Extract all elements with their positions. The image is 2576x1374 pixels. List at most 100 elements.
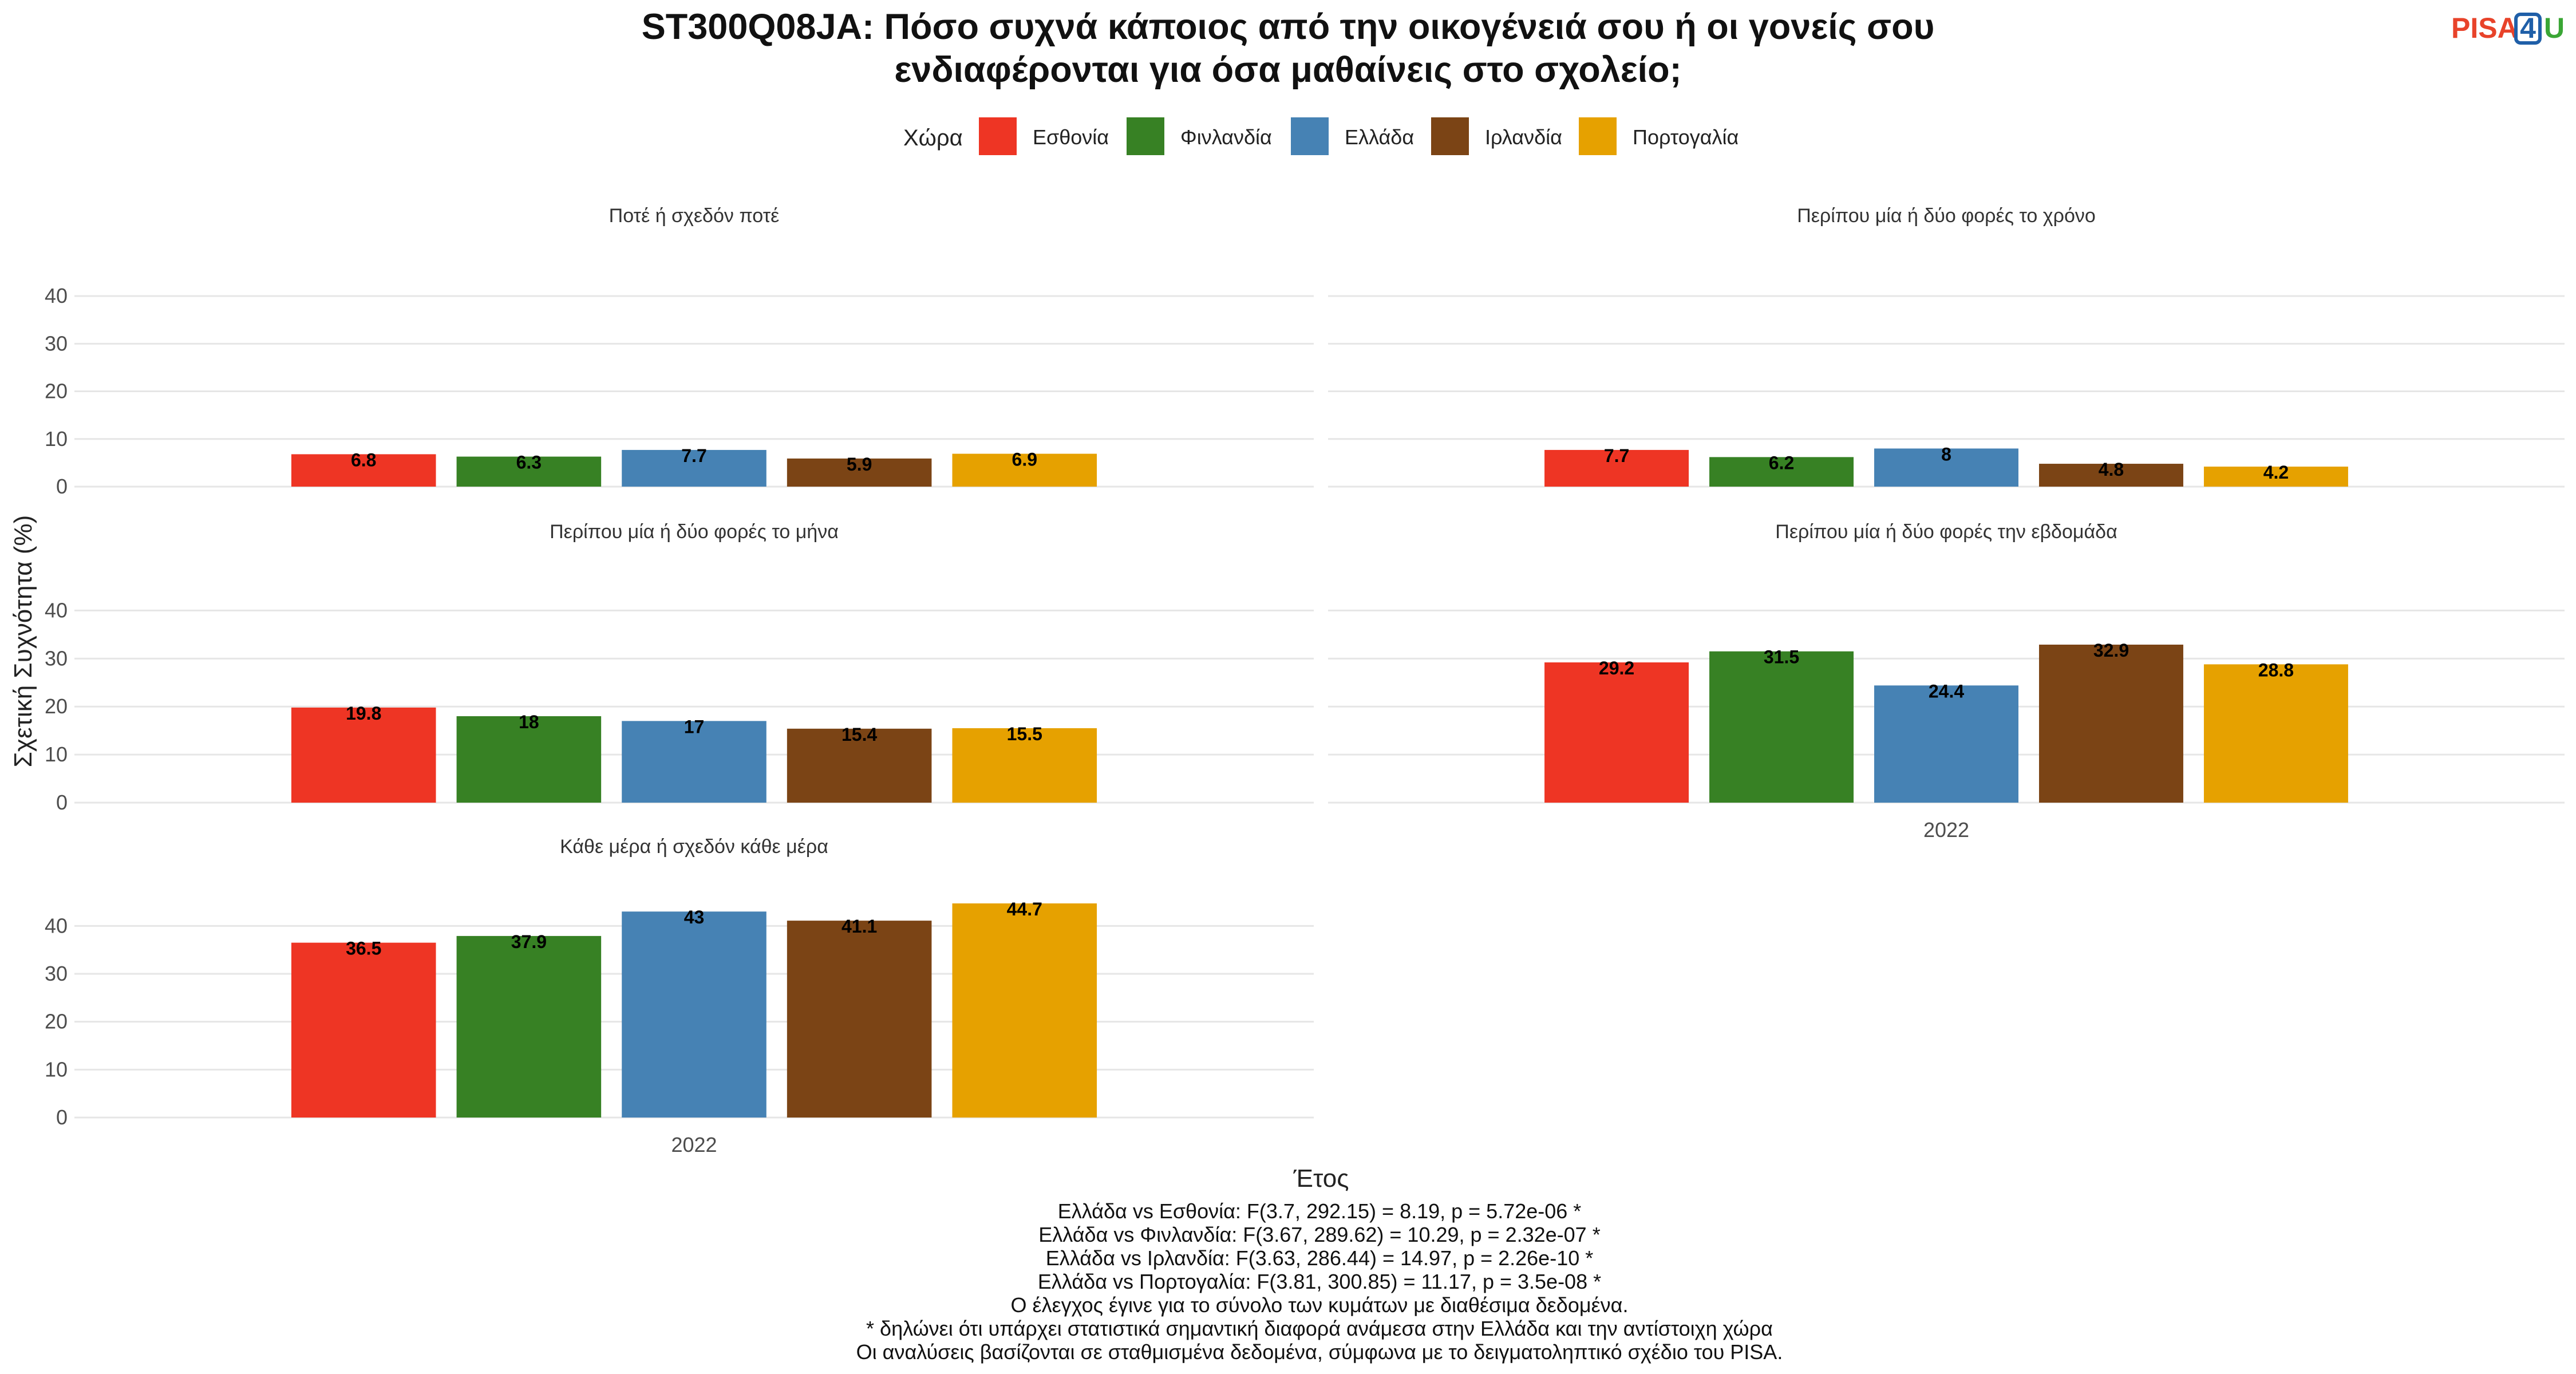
bar bbox=[1544, 449, 1689, 487]
bar bbox=[952, 453, 1097, 487]
panel-title: Περίπου μία ή δύο φορές το μήνα bbox=[550, 521, 839, 543]
legend-swatch bbox=[1579, 117, 1617, 155]
bar-value-label: 6.9 bbox=[1012, 449, 1037, 470]
y-tick-label: 40 bbox=[45, 598, 68, 622]
bar-value-label: 41.1 bbox=[841, 916, 877, 937]
y-tick-label: 20 bbox=[45, 1010, 68, 1033]
bar-value-label: 6.3 bbox=[516, 452, 542, 473]
panel-title: Περίπου μία ή δύο φορές την εβδομάδα bbox=[1775, 521, 2117, 543]
bar-value-label: 7.7 bbox=[681, 445, 706, 466]
bar bbox=[622, 449, 767, 487]
bar-value-label: 43 bbox=[684, 907, 705, 927]
panels: Ποτέ ή σχεδόν ποτέ 0 10 20 30 40 6.8 6.3 7.7 5.9 6… bbox=[45, 205, 2565, 1156]
panel-title: Περίπου μία ή δύο φορές το χρόνο bbox=[1797, 205, 2096, 227]
bar-value-label: 17 bbox=[684, 716, 705, 737]
y-tick-label: 40 bbox=[45, 914, 68, 937]
footnote-line: Ελλάδα vs Πορτογαλία: F(3.81, 300.85) = … bbox=[1038, 1270, 1601, 1293]
panel-title: Κάθε μέρα ή σχεδόν κάθε μέρα bbox=[560, 836, 828, 858]
footnote-line: * δηλώνει ότι υπάρχει στατιστικά σημαντι… bbox=[866, 1317, 1773, 1340]
bar-value-label: 36.5 bbox=[346, 938, 381, 959]
y-tick-label: 0 bbox=[56, 475, 68, 498]
bar-value-label: 4.8 bbox=[2099, 459, 2124, 480]
footnote-line: Οι αναλύσεις βασίζονται σε σταθμισμένα δ… bbox=[856, 1340, 1783, 1364]
bar bbox=[787, 458, 932, 487]
bar bbox=[456, 456, 602, 487]
logo-text-pisa: PISA bbox=[2451, 12, 2518, 44]
bar-value-label: 8 bbox=[1941, 444, 1951, 464]
bar-value-label: 31.5 bbox=[1764, 647, 1799, 668]
x-axis-label: Έτος bbox=[1293, 1164, 1349, 1193]
y-tick-label: 0 bbox=[56, 1105, 68, 1129]
bar bbox=[1544, 662, 1689, 803]
legend-swatch bbox=[1431, 117, 1469, 155]
footnote-line: Ελλάδα vs Ιρλανδία: F(3.63, 286.44) = 14… bbox=[1046, 1246, 1594, 1270]
legend-label: Φινλανδία bbox=[1180, 125, 1272, 149]
logo-box bbox=[2514, 13, 2542, 45]
y-tick-label: 10 bbox=[45, 743, 68, 766]
y-axis-label: Σχετική Συχνότητα (%) bbox=[9, 515, 37, 768]
y-tick-label: 40 bbox=[45, 284, 68, 307]
bar-value-label: 7.7 bbox=[1604, 445, 1629, 466]
bar-value-label: 24.4 bbox=[1929, 681, 1964, 701]
bar bbox=[2203, 467, 2348, 487]
y-tick-label: 30 bbox=[45, 962, 68, 985]
bar-value-label: 19.8 bbox=[346, 703, 381, 724]
bar-value-label: 28.8 bbox=[2258, 660, 2294, 680]
bar bbox=[1709, 651, 1854, 803]
bar bbox=[787, 728, 932, 803]
legend-label: Πορτογαλία bbox=[1633, 125, 1739, 149]
bar-value-label: 18 bbox=[519, 712, 539, 732]
legend-swatch bbox=[1291, 117, 1329, 155]
bar-value-label: 15.4 bbox=[841, 724, 877, 745]
legend-title: Χώρα bbox=[903, 125, 963, 151]
facet-panel: Περίπου μία ή δύο φορές το μήνα 0 10 20 30 40… bbox=[45, 521, 1314, 814]
facet-panel: Ποτέ ή σχεδόν ποτέ 0 10 20 30 40 6.8 6.3 7.7 5.9 6… bbox=[45, 205, 1314, 498]
facet-panel: Περίπου μία ή δύο φορές το χρόνο 7.7 6.2 8 4… bbox=[1328, 205, 2565, 488]
bar-value-label: 6.2 bbox=[1769, 452, 1794, 473]
y-tick-label: 0 bbox=[56, 791, 68, 814]
bar bbox=[291, 454, 436, 487]
bar-value-label: 4.2 bbox=[2263, 462, 2289, 483]
y-tick-label: 20 bbox=[45, 694, 68, 718]
bar bbox=[291, 707, 436, 803]
bar bbox=[1874, 448, 2018, 487]
pisa4u-logo: PISA 4 U bbox=[2451, 12, 2565, 45]
bar bbox=[622, 721, 767, 803]
bar bbox=[291, 942, 436, 1118]
footnotes: Ελλάδα vs Εσθονία: F(3.7, 292.15) = 8.19… bbox=[856, 1199, 1783, 1364]
footnote-line: Ελλάδα vs Εσθονία: F(3.7, 292.15) = 8.19… bbox=[1058, 1199, 1582, 1223]
bar-value-label: 6.8 bbox=[351, 449, 376, 470]
bar-value-label: 44.7 bbox=[1007, 899, 1042, 919]
bar bbox=[1874, 685, 2018, 803]
legend-label: Ιρλανδία bbox=[1485, 125, 1562, 149]
y-tick-label: 30 bbox=[45, 331, 68, 355]
bar bbox=[787, 921, 932, 1118]
bar bbox=[952, 728, 1097, 803]
bar bbox=[2038, 644, 2183, 803]
y-tick-label: 20 bbox=[45, 380, 68, 403]
bar bbox=[2038, 464, 2183, 487]
legend-label: Εσθονία bbox=[1033, 125, 1109, 149]
y-tick-label: 10 bbox=[45, 1057, 68, 1081]
facet-panel: Κάθε μέρα ή σχεδόν κάθε μέρα 0 10 20 30 40 36.… bbox=[45, 836, 1314, 1156]
legend-swatch bbox=[979, 117, 1017, 155]
x-tick-label: 2022 bbox=[1923, 818, 1969, 842]
chart-title-line-1: ST300Q08JA: Πόσο συχνά κάποιος από την ο… bbox=[642, 7, 1935, 47]
bar bbox=[622, 911, 767, 1118]
chart-title-line-2: ενδιαφέρονται για όσα μαθαίνεις στο σχολ… bbox=[894, 50, 1681, 90]
bar bbox=[456, 935, 602, 1118]
bar bbox=[2203, 664, 2348, 803]
facet-panel: Περίπου μία ή δύο φορές την εβδομάδα 29.2… bbox=[1328, 521, 2565, 842]
bar-value-label: 29.2 bbox=[1599, 658, 1634, 678]
y-tick-label: 10 bbox=[45, 427, 68, 451]
bar-value-label: 5.9 bbox=[847, 454, 872, 475]
bar-value-label: 37.9 bbox=[511, 931, 547, 952]
legend-label: Ελλάδα bbox=[1345, 125, 1414, 149]
legend-swatch bbox=[1127, 117, 1164, 155]
footnote-line: Ελλάδα vs Φινλανδία: F(3.67, 289.62) = 1… bbox=[1038, 1223, 1600, 1246]
logo-text-u: U bbox=[2544, 12, 2565, 44]
x-tick-label: 2022 bbox=[671, 1133, 717, 1156]
footnote-line: Ο έλεγχος έγινε για το σύνολο των κυμάτω… bbox=[1011, 1293, 1629, 1317]
bar bbox=[456, 716, 602, 803]
